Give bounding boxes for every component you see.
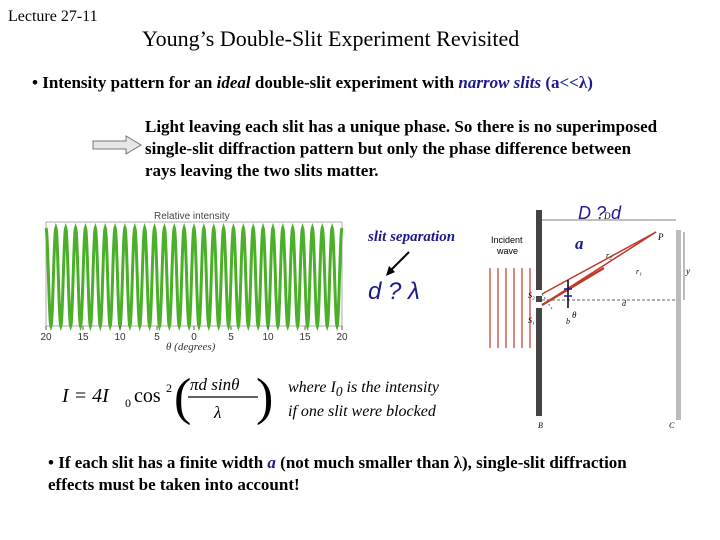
x-tick-label: 15 (299, 332, 311, 343)
theta-ray (541, 267, 605, 306)
label-r2: r₂ (606, 251, 612, 260)
right-arrow-icon (92, 135, 142, 155)
bullet1-ideal: ideal (216, 73, 251, 92)
label-P: P (657, 232, 664, 242)
wave-label: wave (496, 246, 518, 256)
path-difference-line (541, 293, 553, 310)
where-line1-b: is the intensity (342, 379, 439, 396)
slide-title: Young’s Double-Slit Experiment Revisited (142, 26, 520, 51)
bullet1-middle: double-slit experiment with (250, 73, 459, 92)
label-D: D (603, 211, 611, 221)
x-tick-label: 5 (228, 332, 234, 343)
chart-xlabel: θ (degrees) (166, 341, 216, 353)
label-S2: S₂ (528, 291, 535, 300)
label-y: y (685, 266, 690, 276)
lecture-number: Lecture 27-11 (8, 8, 98, 25)
label-S1: S₁ (528, 316, 535, 325)
formula-right-paren: ) (256, 369, 272, 426)
x-axis-ticks: 20 15 10 5 0 5 10 15 20 (40, 326, 348, 343)
x-tick-label: 10 (114, 332, 126, 343)
a-label: a (575, 234, 584, 253)
x-tick-label: 20 (336, 332, 348, 343)
x-tick-label: 0 (191, 332, 197, 343)
x-tick-label: 20 (40, 332, 52, 343)
x-tick-label: 10 (262, 332, 274, 343)
bullet-intensity-pattern: • Intensity pattern for an ideal double-… (32, 73, 593, 93)
label-r1: r₁ (636, 267, 642, 276)
x-tick-label: 5 (154, 332, 160, 343)
formula-lhs: I = 4I (62, 385, 110, 407)
where-line2: if one slit were blocked (288, 403, 436, 421)
chart-title: Relative intensity (154, 211, 230, 222)
description-text: Light leaving each slit has a unique pha… (145, 117, 658, 180)
pointer-arrow-icon (386, 251, 410, 276)
screen (676, 230, 681, 420)
formula-denominator: λ (213, 403, 221, 422)
intensity-curve (44, 222, 344, 332)
bullet1-narrow-slits: narrow slits (458, 73, 542, 92)
d-lambda-relation: d ? λ (368, 278, 420, 305)
label-b: b (566, 317, 570, 326)
formula-numerator: πd sinθ (190, 375, 239, 394)
incident-wavefronts (489, 268, 531, 348)
slit-separation-label: slit separation (368, 229, 456, 245)
bullet1-condition: (a<<λ) (541, 73, 593, 92)
ray-r2 (541, 231, 657, 295)
D-d-relation: D ? d (578, 203, 622, 223)
label-C: C (669, 421, 675, 430)
bullet2-suffix: (not much smaller than λ), single-slit d… (48, 453, 627, 494)
bullet1-prefix: • Intensity pattern for an (32, 73, 217, 92)
bullet-finite-width: • If each slit has a finite width a (not… (48, 452, 668, 496)
intensity-formula: I = 4I 0 cos 2 ( πd sinθ λ ) (62, 369, 272, 426)
where-sub: 0 (335, 384, 343, 400)
formula-left-paren: ( (174, 369, 191, 426)
where-note: where I0 is the intensity if one slit we… (288, 378, 439, 422)
bullet2-prefix: • If each slit has a finite width (48, 453, 268, 472)
double-slit-diagram: Incident wave D P r₂ r₁ y S₂ S₁ d θ b B … (489, 210, 690, 430)
formula-sub0: 0 (125, 396, 131, 410)
barrier-top (536, 210, 542, 290)
label-d: d (622, 299, 627, 308)
label-theta: θ (572, 310, 577, 320)
label-B: B (538, 421, 543, 430)
where-line1-a: where I (288, 379, 336, 396)
x-tick-label: 15 (77, 332, 89, 343)
barrier-bottom (536, 308, 542, 416)
bullet2-a: a (267, 453, 276, 472)
incident-label: Incident (491, 235, 523, 245)
barrier-middle (536, 296, 542, 302)
formula-cos: cos (134, 385, 161, 407)
intensity-chart: Relative intensity 20 15 10 5 0 5 10 15 20 θ (de… (40, 211, 348, 353)
formula-exponent: 2 (166, 381, 172, 395)
